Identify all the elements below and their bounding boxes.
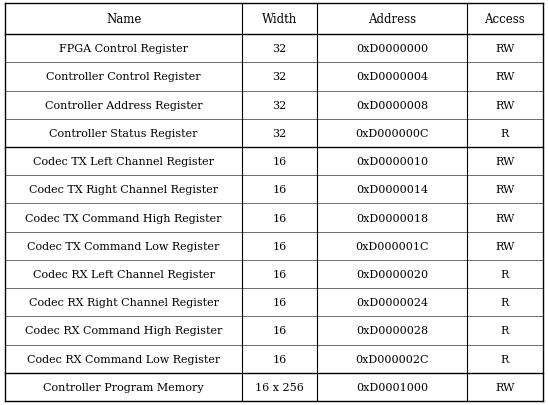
Text: 0xD000000C: 0xD000000C (356, 128, 429, 139)
Text: 32: 32 (272, 100, 287, 111)
Text: Name: Name (106, 13, 141, 26)
Text: 32: 32 (272, 128, 287, 139)
Text: R: R (501, 269, 509, 279)
Text: 32: 32 (272, 44, 287, 54)
Text: 0xD0000004: 0xD0000004 (356, 72, 428, 82)
Text: 0xD0000024: 0xD0000024 (356, 297, 428, 307)
Text: Codec TX Right Channel Register: Codec TX Right Channel Register (29, 185, 218, 195)
Text: Address: Address (368, 13, 416, 26)
Text: 0xD0000018: 0xD0000018 (356, 213, 428, 223)
Text: 16: 16 (272, 213, 287, 223)
Text: R: R (501, 297, 509, 307)
Text: 16 x 256: 16 x 256 (255, 382, 304, 392)
Text: Width: Width (262, 13, 297, 26)
Text: Controller Status Register: Controller Status Register (49, 128, 198, 139)
Text: RW: RW (495, 382, 515, 392)
Text: RW: RW (495, 213, 515, 223)
Text: R: R (501, 354, 509, 364)
Text: 16: 16 (272, 326, 287, 336)
Text: Codec TX Command High Register: Codec TX Command High Register (25, 213, 222, 223)
Text: 0xD0000008: 0xD0000008 (356, 100, 428, 111)
Text: RW: RW (495, 185, 515, 195)
Text: 16: 16 (272, 354, 287, 364)
Text: FPGA Control Register: FPGA Control Register (59, 44, 188, 54)
Text: Access: Access (484, 13, 526, 26)
Text: 16: 16 (272, 241, 287, 251)
Text: Controller Program Memory: Controller Program Memory (43, 382, 204, 392)
Text: 16: 16 (272, 185, 287, 195)
Text: Codec RX Command Low Register: Codec RX Command Low Register (27, 354, 220, 364)
Text: Controller Control Register: Controller Control Register (47, 72, 201, 82)
Text: 0xD0000014: 0xD0000014 (356, 185, 428, 195)
Text: Codec RX Left Channel Register: Codec RX Left Channel Register (33, 269, 215, 279)
Text: RW: RW (495, 157, 515, 167)
Text: 0xD000001C: 0xD000001C (356, 241, 429, 251)
Text: 16: 16 (272, 297, 287, 307)
Text: R: R (501, 326, 509, 336)
Text: 0xD0000000: 0xD0000000 (356, 44, 428, 54)
Text: 16: 16 (272, 269, 287, 279)
Text: 0xD0000010: 0xD0000010 (356, 157, 428, 167)
Text: Codec RX Command High Register: Codec RX Command High Register (25, 326, 222, 336)
Text: RW: RW (495, 241, 515, 251)
Text: RW: RW (495, 100, 515, 111)
Text: 16: 16 (272, 157, 287, 167)
Text: RW: RW (495, 72, 515, 82)
Text: R: R (501, 128, 509, 139)
Text: 32: 32 (272, 72, 287, 82)
Text: 0xD0000028: 0xD0000028 (356, 326, 428, 336)
Text: 0xD0001000: 0xD0001000 (356, 382, 428, 392)
Text: Codec TX Left Channel Register: Codec TX Left Channel Register (33, 157, 214, 167)
Text: 0xD000002C: 0xD000002C (356, 354, 429, 364)
Text: RW: RW (495, 44, 515, 54)
Text: Codec TX Command Low Register: Codec TX Command Low Register (27, 241, 220, 251)
Text: Controller Address Register: Controller Address Register (45, 100, 202, 111)
Text: Codec RX Right Channel Register: Codec RX Right Channel Register (28, 297, 219, 307)
Text: 0xD0000020: 0xD0000020 (356, 269, 428, 279)
